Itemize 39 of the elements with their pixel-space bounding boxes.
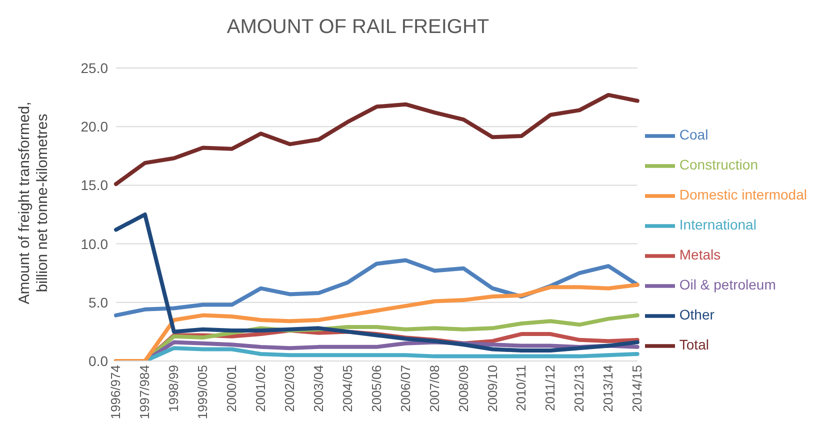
line-series	[114, 282, 640, 361]
x-tick-label: 2005/06	[368, 365, 384, 412]
x-tick-label: 1996/974	[108, 365, 124, 420]
y-tick-label: 5.0	[88, 294, 108, 310]
y-tick-label: 15.0	[80, 177, 108, 194]
y-tick-label: 10.0	[80, 236, 108, 252]
legend-label: International	[679, 216, 756, 232]
x-tick-label: 1998/99	[166, 365, 182, 412]
x-tick-label: 1997/984	[137, 365, 152, 420]
x-tick-label: 2009/10	[484, 365, 500, 412]
legend-label: Domestic intermodal	[679, 186, 807, 202]
x-tick-label: 2001/02	[253, 365, 268, 412]
y-axis-title: Amount of freight transformed, billion net tonne-kilometres	[16, 102, 51, 304]
x-tick-label: 2002/03	[282, 365, 298, 412]
x-tick-label: 2004/05	[340, 365, 355, 412]
x-tick-label: 2013/14	[600, 365, 616, 412]
line-series	[114, 92, 640, 186]
legend-label: Total	[679, 336, 709, 352]
y-tick-label: 20.0	[80, 118, 108, 135]
x-tick-label: 2000/01	[224, 365, 240, 412]
line-series	[114, 258, 640, 318]
y-tick-label: 25.0	[80, 60, 108, 76]
y-tick-label: 0.0	[88, 352, 108, 369]
x-tick-label: 2008/09	[456, 365, 471, 412]
x-tick-label: 2010/11	[514, 365, 529, 412]
x-tick-label: 2011/12	[542, 365, 558, 412]
legend-label: Other	[679, 306, 714, 322]
x-tick-label: 2007/08	[426, 365, 442, 412]
legend-label: Oil & petroleum	[679, 276, 776, 292]
chart-title: AMOUNT OF RAIL FREIGHT	[226, 16, 490, 39]
x-tick-label: 2014/15	[630, 365, 645, 412]
x-tick-label: 1999/005	[195, 365, 210, 420]
x-tick-label: 2003/04	[310, 365, 326, 412]
line-series	[114, 212, 640, 352]
legend-label: Metals	[679, 246, 721, 262]
x-tick-label: 2006/07	[398, 365, 413, 412]
legend-label: Coal	[679, 126, 708, 142]
legend-label: Construction	[679, 156, 758, 172]
x-tick-label: 2012/13	[572, 365, 587, 412]
